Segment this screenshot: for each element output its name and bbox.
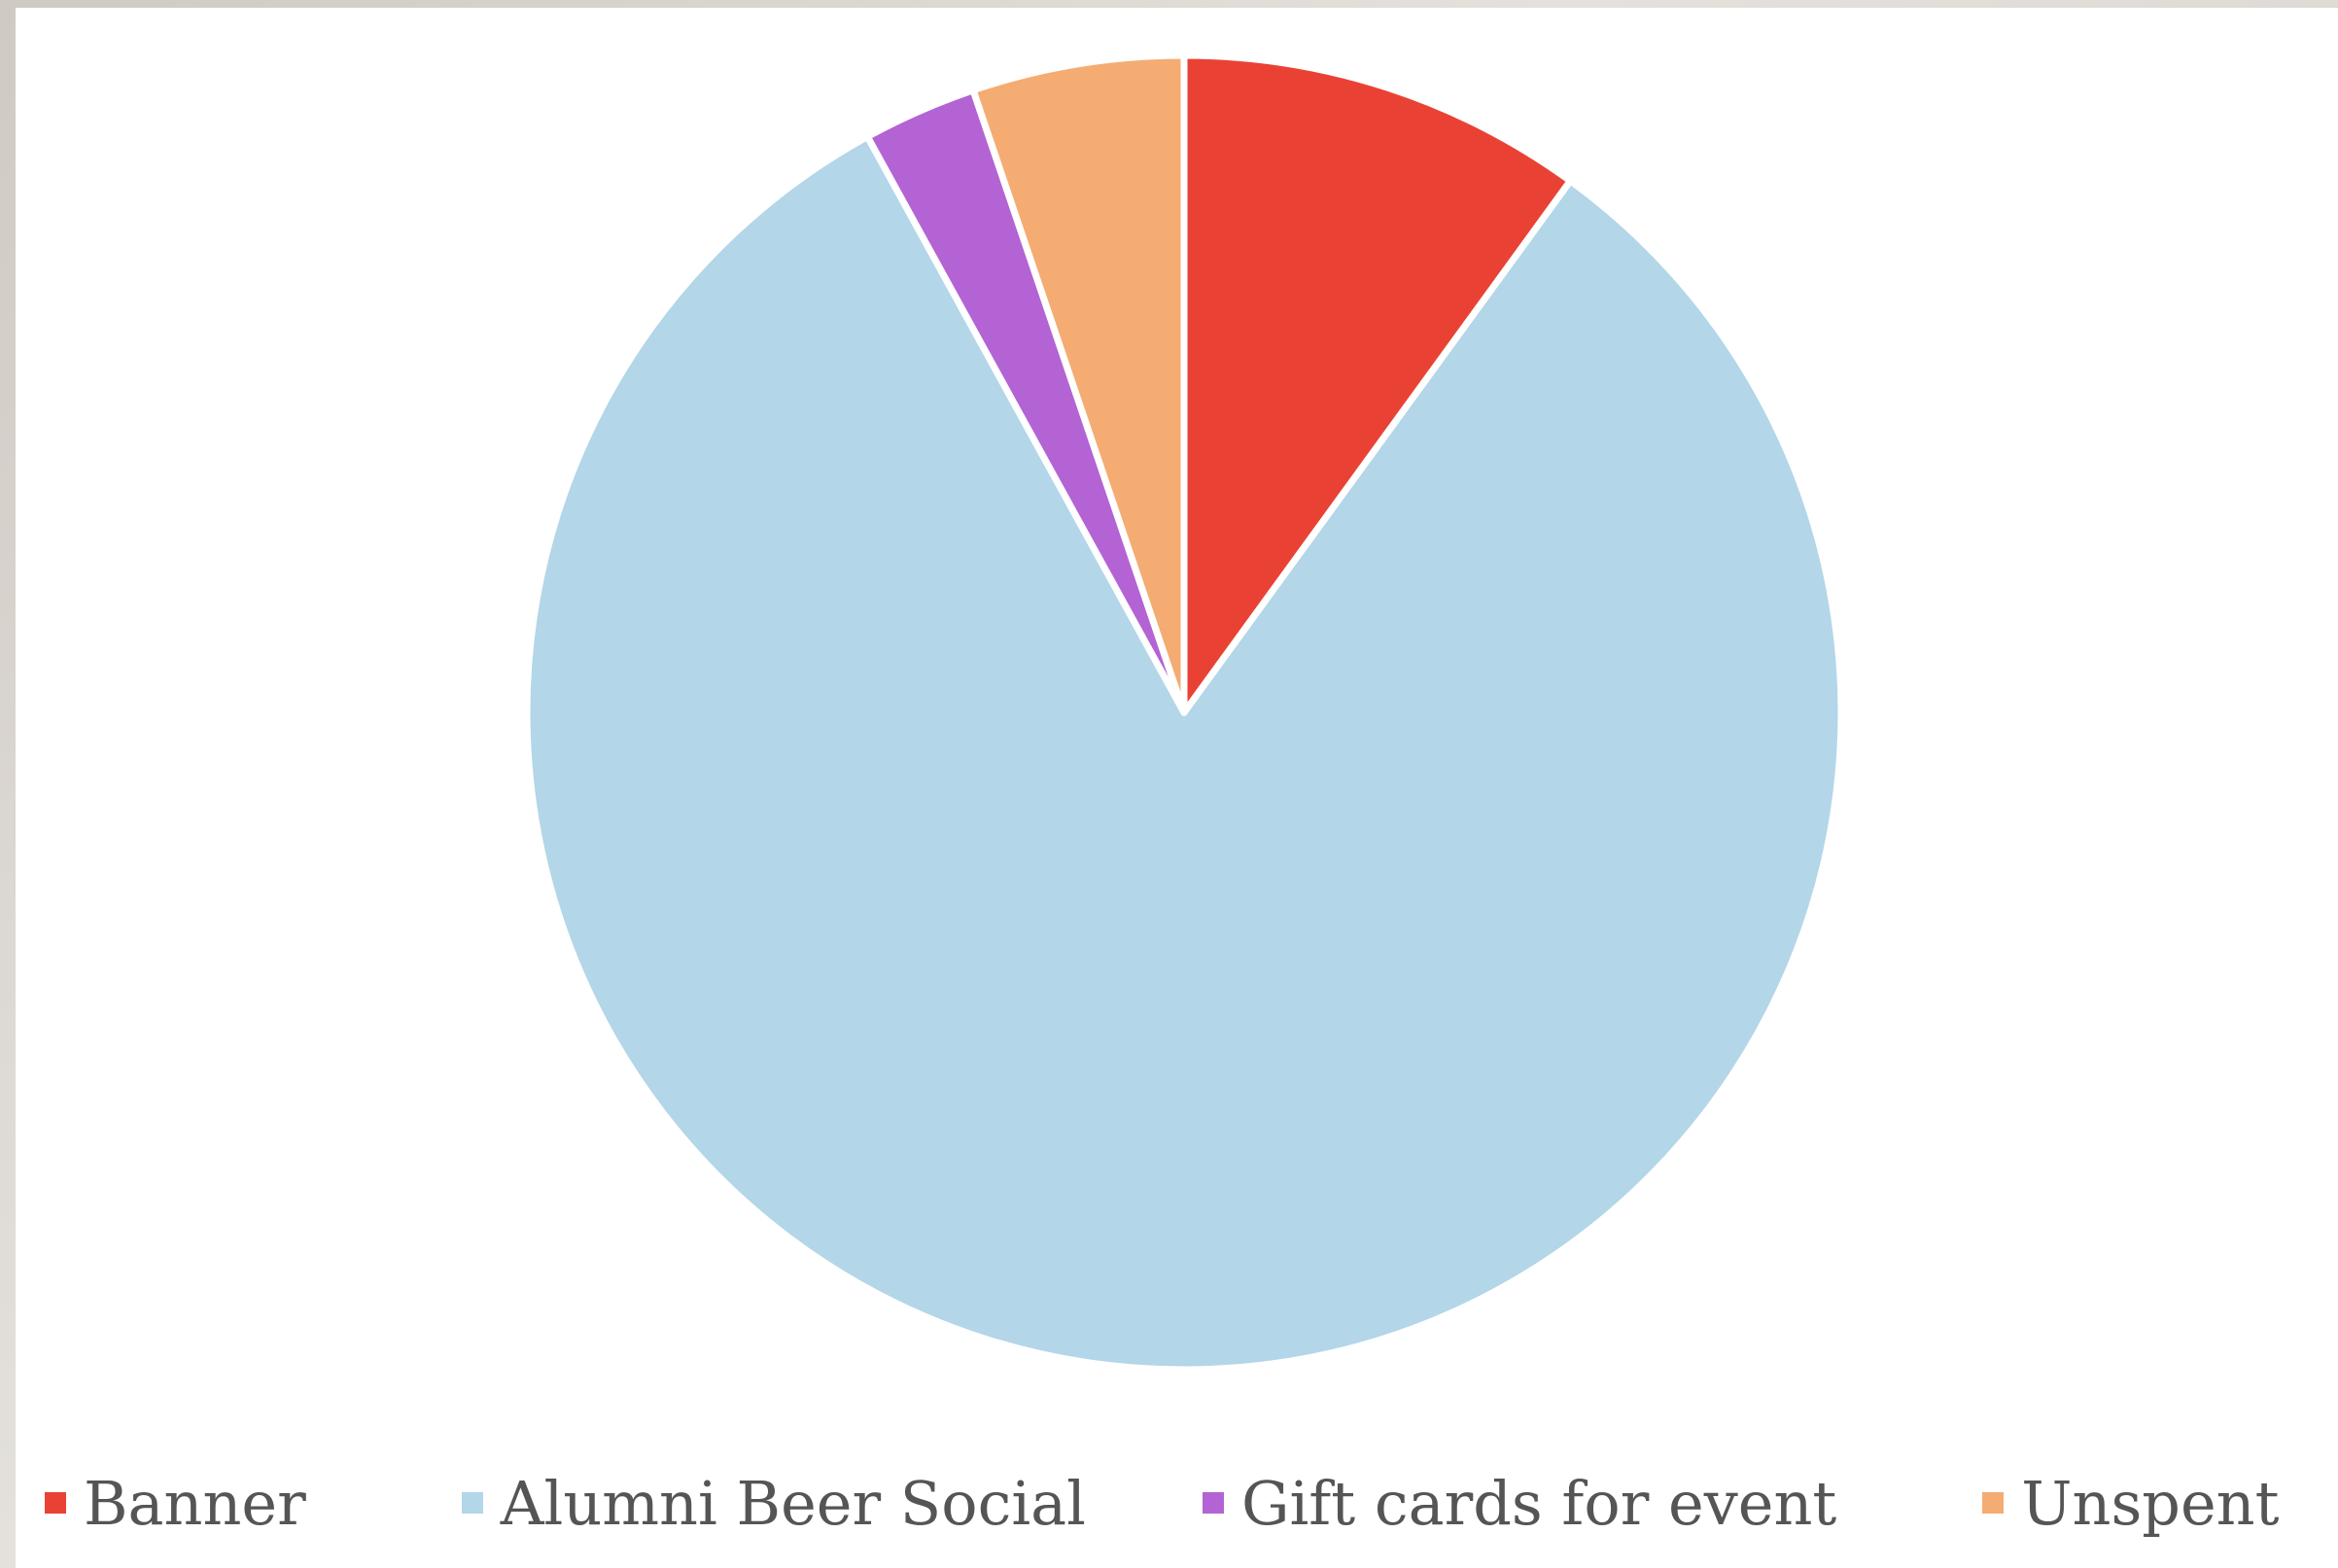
legend-item-gift-cards-for-event: Gift cards for event: [1202, 1467, 1837, 1539]
legend-label-banner: Banner: [84, 1467, 306, 1539]
legend: Banner Alumni Beer Social Gift cards for e…: [45, 1454, 2280, 1551]
chart-panel: Banner Alumni Beer Social Gift cards for e…: [16, 8, 2338, 1568]
legend-swatch-unspent: [1982, 1492, 2005, 1514]
legend-item-alumni-beer-social: Alumni Beer Social: [461, 1467, 1086, 1539]
legend-item-unspent: Unspent: [1982, 1467, 2280, 1539]
legend-item-banner: Banner: [45, 1468, 306, 1539]
pie-slice-alumni-beer-social: [523, 133, 1845, 1374]
legend-label-alumni-beer-social: Alumni Beer Social: [500, 1467, 1086, 1539]
pie-chart: [523, 52, 1845, 1374]
legend-swatch-alumni-beer-social: [461, 1492, 483, 1514]
legend-swatch-gift-cards-for-event: [1202, 1492, 1224, 1514]
legend-swatch-banner: [45, 1492, 66, 1514]
pie-slice-unspent: [969, 52, 1188, 716]
legend-label-gift-cards-for-event: Gift cards for event: [1240, 1467, 1837, 1539]
pie-slice-banner: [1180, 52, 1574, 716]
legend-label-unspent: Unspent: [2021, 1467, 2280, 1539]
